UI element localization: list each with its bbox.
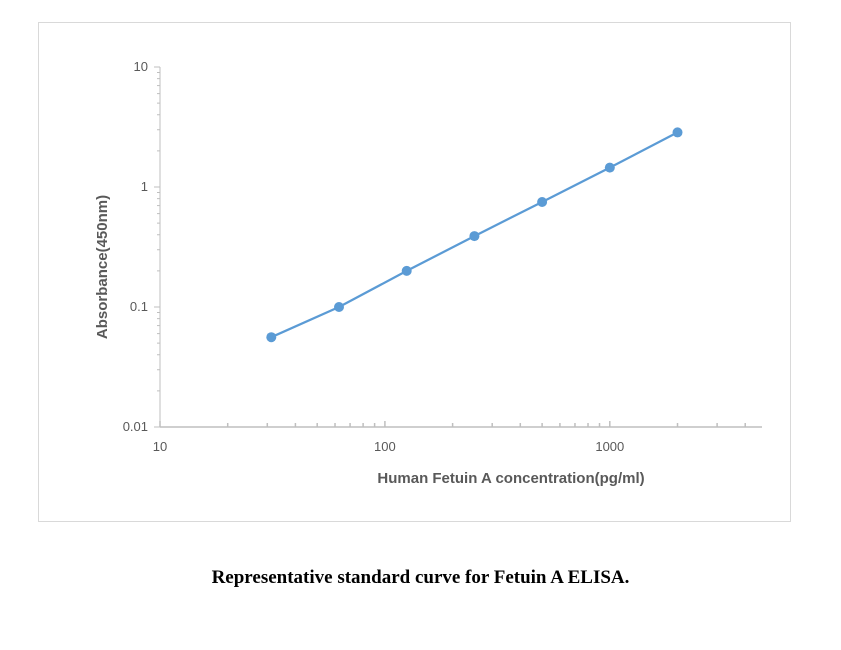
data-point [333,302,344,312]
figure-caption: Representative standard curve for Fetuin… [211,567,630,588]
x-tick-label: 100 [374,439,396,454]
y-axis: 0.01 0.1 1 10 [123,59,161,434]
data-point [672,127,683,138]
chart-area: 0.01 0.1 1 10 10 100 1000 Human Fetuin A conc… [38,22,791,522]
x-axis-title: Human Fetuin A concentration(pg/ml) [377,470,644,487]
y-tick-label: 0.01 [123,419,148,434]
y-tick-label: 0.1 [130,299,148,314]
data-point [604,162,615,173]
x-axis: 10 100 1000 [153,421,762,454]
series-layer [266,127,683,343]
chart-svg: 0.01 0.1 1 10 10 100 1000 Human Fetuin A conc… [94,59,762,487]
data-point [469,231,480,242]
y-axis-title: Absorbance(450nm) [94,195,111,339]
data-point [537,196,548,207]
x-tick-label: 1000 [595,439,624,454]
data-point [266,332,277,343]
x-tick-label: 10 [153,439,167,454]
data-point [401,265,412,276]
y-tick-label: 1 [141,179,148,194]
y-tick-label: 10 [134,59,148,74]
